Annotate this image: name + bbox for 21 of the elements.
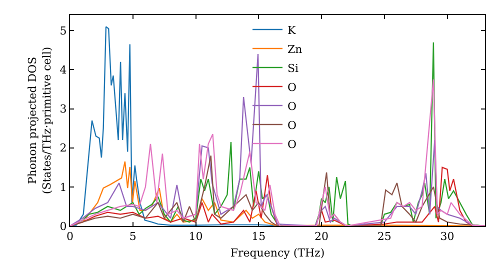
x-tick-label: 25 bbox=[377, 230, 392, 244]
legend-label: O bbox=[288, 118, 297, 132]
x-tick-label: 30 bbox=[440, 230, 454, 244]
x-tick-label: 5 bbox=[129, 230, 136, 244]
legend-label: K bbox=[288, 24, 296, 37]
y-tick-label: 0 bbox=[60, 220, 67, 233]
legend-label: O bbox=[288, 100, 297, 113]
y-axis-title: Phonon projected DOS (States/THz·primitive cell) bbox=[26, 46, 54, 194]
y-tick-label: 1 bbox=[60, 180, 67, 194]
y-tick-label: 4 bbox=[60, 64, 67, 77]
y-tick-label: 5 bbox=[60, 24, 67, 38]
x-tick-label: 10 bbox=[188, 230, 203, 244]
legend-label: O bbox=[288, 80, 297, 94]
x-tick-label: 15 bbox=[252, 230, 266, 244]
y-tick-label: 2 bbox=[60, 142, 67, 155]
legend-label: O bbox=[288, 138, 297, 151]
x-tick-label: 20 bbox=[314, 230, 329, 244]
x-axis-title: Frequency (THz) bbox=[230, 246, 325, 260]
legend-label: Si bbox=[288, 62, 300, 75]
legend-label: Zn bbox=[288, 42, 302, 56]
y-tick-label: 3 bbox=[60, 102, 67, 116]
